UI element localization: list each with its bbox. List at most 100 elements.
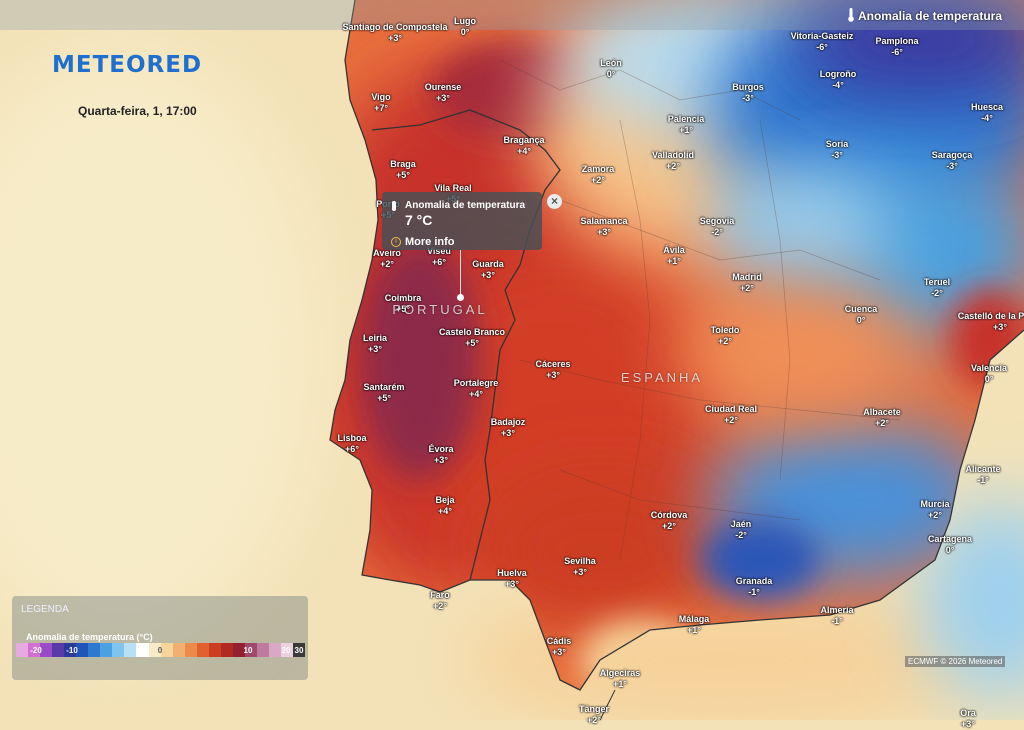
legend-title: LEGENDA	[21, 604, 69, 615]
city-name: Teruel	[923, 277, 951, 287]
city-label[interactable]: Granada -1°	[736, 576, 773, 598]
city-label[interactable]: Algeciras +1°	[600, 668, 641, 690]
city-label[interactable]: Palencia +1°	[668, 114, 705, 136]
legend-swatch	[232, 643, 245, 657]
meteored-logo[interactable]: METEORED	[52, 52, 203, 78]
city-label[interactable]: Castelo Branco +5°	[439, 327, 505, 349]
anomaly-tooltip: Anomalia de temperatura 7 °C i More info	[382, 192, 542, 250]
city-label[interactable]: Segovia -2°	[700, 216, 735, 238]
city-name: Sevilha	[564, 556, 596, 566]
city-label[interactable]: Beja +4°	[435, 495, 454, 517]
city-anomaly-value: 0°	[606, 69, 616, 79]
city-label[interactable]: Évora +3°	[428, 444, 453, 466]
city-name: Évora	[428, 444, 454, 454]
city-label[interactable]: Viseu +6°	[427, 246, 451, 268]
city-label[interactable]: Guarda +3°	[472, 259, 504, 281]
more-info-link[interactable]: More info	[405, 236, 455, 248]
city-anomaly-value: -2°	[931, 288, 943, 298]
city-anomaly-value: +2°	[591, 175, 605, 185]
legend-swatch	[220, 643, 233, 657]
close-icon[interactable]: ×	[547, 194, 562, 209]
city-label[interactable]: Tânger +2°	[579, 704, 609, 726]
city-label[interactable]: Cáceres +3°	[535, 359, 570, 381]
city-anomaly-value: +3°	[552, 647, 566, 657]
city-label[interactable]: Vitoria-Gasteiz -6°	[791, 31, 854, 53]
city-label[interactable]: Murcia +2°	[920, 499, 949, 521]
city-label[interactable]: Cartagena 0°	[928, 534, 972, 556]
city-anomaly-value: +3°	[388, 33, 402, 43]
city-label[interactable]: Almería -1°	[820, 605, 853, 627]
legend-subtitle: Anomalia de temperatura (°C)	[26, 632, 153, 642]
city-label[interactable]: Málaga +1°	[679, 614, 710, 636]
city-label[interactable]: Sevilha +3°	[564, 556, 596, 578]
city-name: Córdova	[650, 510, 688, 520]
city-label[interactable]: Leiria +3°	[363, 333, 387, 355]
city-label[interactable]: Badajoz +3°	[491, 417, 526, 439]
legend-swatch	[172, 643, 185, 657]
city-label[interactable]: Valladolid +2°	[652, 150, 694, 172]
city-label[interactable]: Aveiro +2°	[373, 248, 401, 270]
city-label[interactable]: Ourense +3°	[425, 82, 462, 104]
city-label[interactable]: Castelló de la Plana+3°	[958, 311, 1024, 333]
legend-swatch	[256, 643, 269, 657]
city-name: Cáceres	[535, 359, 571, 369]
city-anomaly-value: 0°	[984, 374, 994, 384]
legend-swatch	[28, 643, 41, 657]
city-label[interactable]: Burgos -3°	[732, 82, 764, 104]
city-anomaly-value: 0°	[856, 315, 866, 325]
city-label[interactable]: Madrid +2°	[732, 272, 762, 294]
city-label[interactable]: Cádis +3°	[547, 636, 572, 658]
city-label[interactable]: Ciudad Real +2°	[705, 404, 757, 426]
city-label[interactable]: Lugo 0°	[454, 16, 476, 38]
location-pin[interactable]	[457, 294, 464, 301]
city-label[interactable]: Salamanca +3°	[580, 216, 627, 238]
city-name: Ciudad Real	[704, 404, 758, 414]
pin-line	[460, 250, 461, 297]
city-name: Burgos	[732, 82, 764, 92]
city-label[interactable]: Teruel -2°	[924, 277, 950, 299]
city-label[interactable]: Jaén -2°	[731, 519, 752, 541]
city-label[interactable]: Coimbra +5°	[385, 293, 422, 315]
city-anomaly-value: +2°	[666, 161, 680, 171]
city-label[interactable]: Pamplona -6°	[875, 36, 918, 58]
city-label[interactable]: Faro +2°	[430, 590, 450, 612]
legend-swatch	[16, 643, 29, 657]
city-label[interactable]: Bragança +4°	[503, 135, 544, 157]
city-label[interactable]: Logroño -4°	[820, 69, 857, 91]
city-label[interactable]: Alicante -1°	[965, 464, 1000, 486]
layer-title[interactable]: Anomalia de temperatura	[857, 9, 1002, 23]
legend-swatch	[196, 643, 209, 657]
city-anomaly-value: -1°	[977, 475, 989, 485]
legend-swatch	[293, 643, 306, 657]
city-label[interactable]: Cuenca 0°	[845, 304, 878, 326]
city-label[interactable]: Vigo +7°	[371, 92, 390, 114]
city-label[interactable]: Ora +3°	[960, 708, 976, 730]
city-anomaly-value: +3°	[481, 270, 495, 280]
city-label[interactable]: Huelva +3°	[497, 568, 527, 590]
city-label[interactable]: Ávila +1°	[663, 245, 685, 267]
city-anomaly-value: -3°	[946, 161, 958, 171]
legend-swatch	[244, 643, 257, 657]
city-label[interactable]: Braga +5°	[390, 159, 416, 181]
city-label[interactable]: Albacete +2°	[863, 407, 901, 429]
city-label[interactable]: Saragoça -3°	[932, 150, 973, 172]
city-anomaly-value: +5°	[465, 338, 479, 348]
tooltip-title: Anomalia de temperatura	[405, 200, 526, 211]
city-label[interactable]: Huesca -4°	[971, 102, 1003, 124]
city-name: Leiria	[362, 333, 388, 343]
city-label[interactable]: Portalegre +4°	[454, 378, 499, 400]
city-label[interactable]: Valencia 0°	[971, 363, 1007, 385]
info-icon[interactable]: i	[391, 237, 401, 247]
city-label[interactable]: León 0°	[600, 58, 622, 80]
city-anomaly-value: +3°	[573, 567, 587, 577]
city-label[interactable]: Lisboa +6°	[337, 433, 366, 455]
city-label[interactable]: Santarém +5°	[363, 382, 404, 404]
city-label[interactable]: Toledo +2°	[711, 325, 740, 347]
city-label[interactable]: Santiago de Compostela +3°	[342, 22, 447, 44]
city-label[interactable]: Zamora +2°	[582, 164, 615, 186]
city-anomaly-value: +2°	[380, 259, 394, 269]
city-label[interactable]: Soria -3°	[826, 139, 849, 161]
city-name: Bragança	[503, 135, 545, 145]
city-label[interactable]: Córdova +2°	[651, 510, 688, 532]
